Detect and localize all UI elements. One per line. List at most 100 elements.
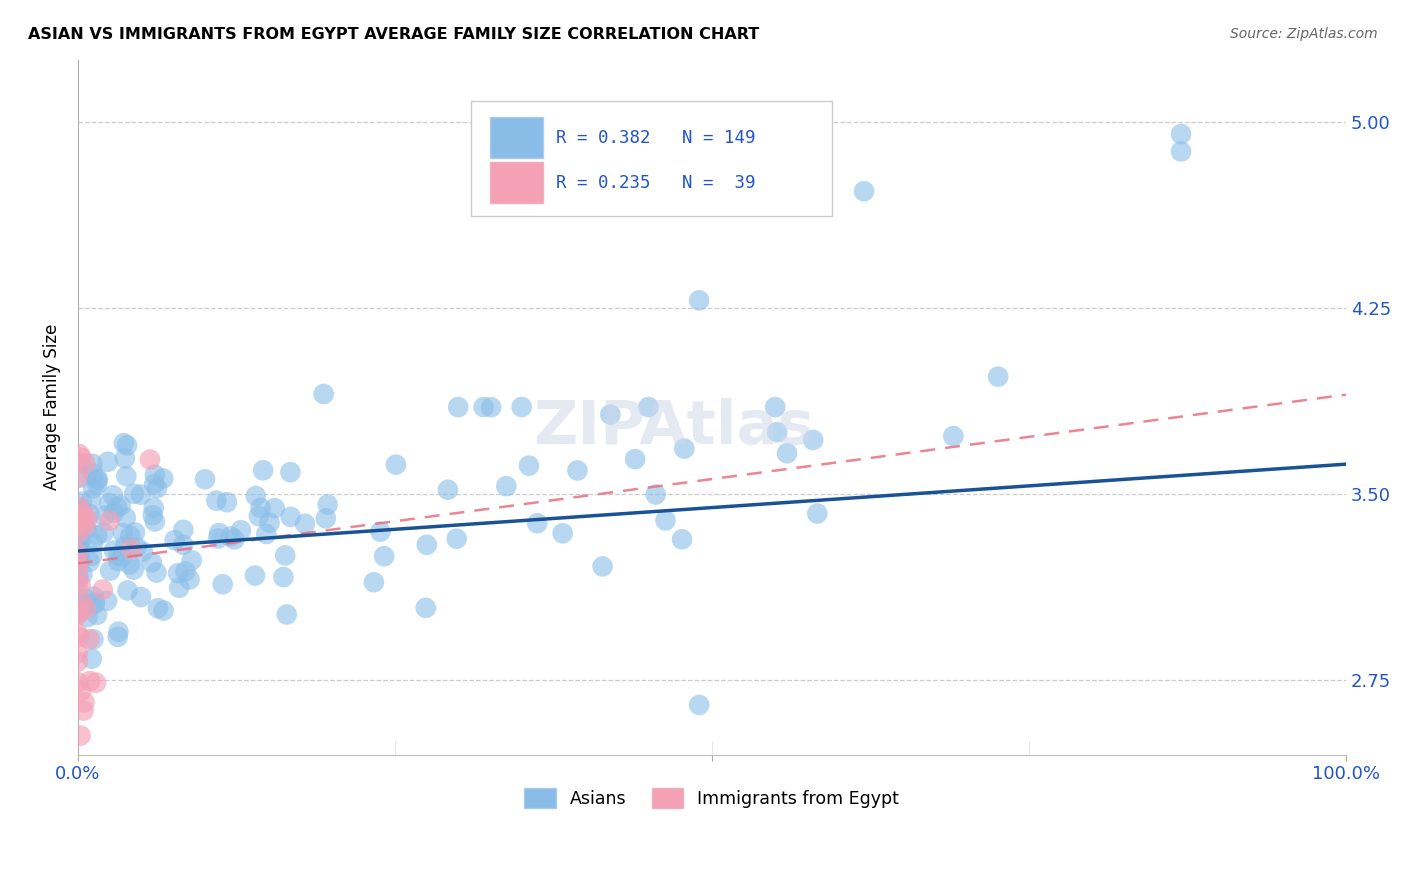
Point	[66, 577, 89, 591]
Point	[129, 488, 152, 502]
Point	[67, 537, 90, 551]
Point	[526, 516, 548, 531]
Point	[254, 527, 277, 541]
Point	[73, 695, 96, 709]
Point	[67, 595, 90, 609]
Point	[853, 184, 876, 198]
Point	[415, 600, 437, 615]
Point	[122, 486, 145, 500]
Text: R = 0.235   N =  39: R = 0.235 N = 39	[555, 174, 755, 192]
Point	[112, 436, 135, 450]
Point	[152, 471, 174, 485]
Point	[252, 463, 274, 477]
Point	[139, 452, 162, 467]
Point	[205, 493, 228, 508]
Point	[75, 457, 97, 471]
Point	[96, 594, 118, 608]
Point	[142, 500, 165, 515]
Point	[117, 583, 139, 598]
Point	[567, 463, 589, 477]
Point	[86, 472, 108, 486]
Point	[114, 539, 136, 553]
Point	[801, 433, 824, 447]
Point	[416, 538, 439, 552]
Point	[79, 555, 101, 569]
FancyBboxPatch shape	[489, 117, 543, 158]
Point	[82, 467, 104, 481]
Point	[215, 495, 238, 509]
Point	[67, 447, 90, 461]
Point	[105, 500, 128, 514]
Point	[66, 470, 89, 484]
Point	[79, 674, 101, 689]
Point	[174, 564, 197, 578]
Point	[72, 567, 94, 582]
Point	[67, 547, 90, 561]
Point	[70, 450, 93, 465]
Point	[644, 487, 666, 501]
Point	[82, 632, 104, 647]
Point	[115, 469, 138, 483]
Point	[120, 529, 142, 543]
Point	[145, 566, 167, 580]
Point	[208, 526, 231, 541]
Point	[67, 507, 90, 521]
Point	[447, 400, 470, 414]
Point	[67, 456, 90, 470]
Point	[143, 467, 166, 482]
Point	[385, 458, 408, 472]
Point	[80, 493, 103, 508]
Point	[776, 446, 799, 460]
Point	[70, 494, 93, 508]
Point	[103, 543, 125, 558]
Point	[66, 626, 89, 640]
Y-axis label: Average Family Size: Average Family Size	[44, 324, 60, 491]
Point	[66, 509, 89, 524]
Point	[84, 675, 107, 690]
Point	[211, 577, 233, 591]
Point	[688, 293, 710, 308]
Point	[624, 452, 647, 467]
Point	[167, 581, 190, 595]
Point	[280, 465, 302, 479]
Point	[69, 536, 91, 550]
Point	[1170, 127, 1192, 141]
Point	[66, 655, 89, 669]
Point	[72, 704, 94, 718]
Point	[167, 566, 190, 581]
Point	[118, 558, 141, 572]
Point	[66, 606, 89, 620]
Point	[67, 630, 90, 644]
Point	[124, 525, 146, 540]
Point	[592, 559, 614, 574]
Point	[219, 530, 242, 544]
Point	[141, 555, 163, 569]
Point	[80, 652, 103, 666]
Point	[82, 457, 104, 471]
Point	[66, 551, 89, 566]
Point	[125, 540, 148, 554]
Point	[91, 582, 114, 597]
Point	[79, 632, 101, 647]
Point	[194, 472, 217, 486]
Point	[69, 553, 91, 567]
Point	[129, 590, 152, 604]
Point	[103, 506, 125, 520]
Point	[69, 471, 91, 485]
Point	[446, 532, 468, 546]
Point	[69, 578, 91, 592]
Point	[70, 595, 93, 609]
Point	[315, 511, 337, 525]
Point	[69, 506, 91, 520]
Point	[274, 549, 297, 563]
Point	[111, 526, 134, 541]
Point	[763, 400, 786, 414]
Point	[294, 516, 316, 531]
Point	[495, 479, 517, 493]
Point	[245, 489, 267, 503]
Point	[273, 570, 295, 584]
Point	[66, 810, 89, 824]
Point	[143, 515, 166, 529]
Point	[316, 498, 339, 512]
Point	[122, 563, 145, 577]
